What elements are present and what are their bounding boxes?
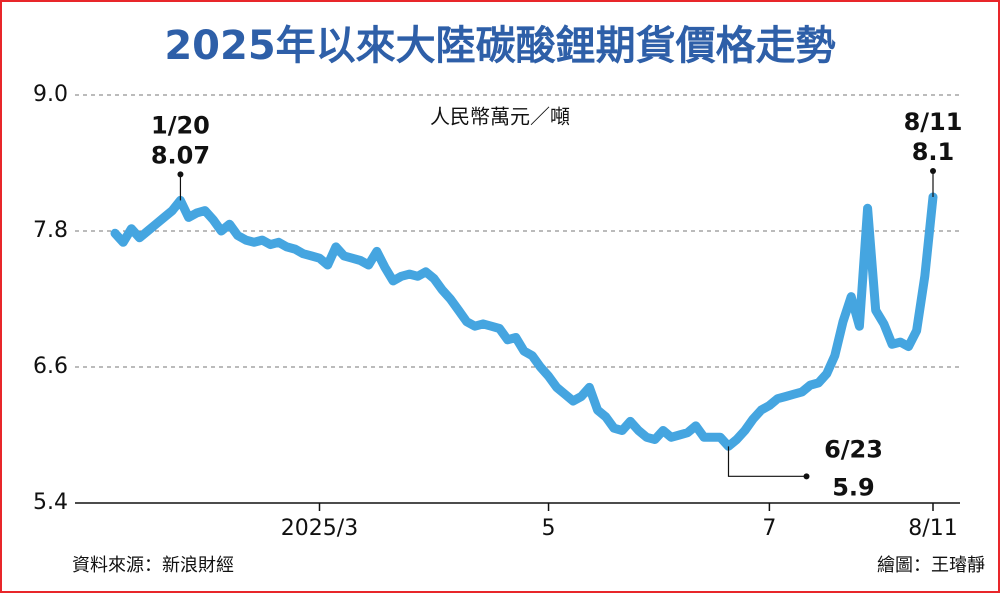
x-tick-label: 2025/3 (281, 516, 358, 541)
x-tick-label: 7 (762, 516, 776, 541)
y-tick-label: 9.0 (33, 82, 68, 107)
y-tick-label: 6.6 (33, 354, 68, 379)
leader-line (727, 446, 807, 477)
annotation-value: 8.1 (912, 138, 955, 166)
chart-title: 2025年以來大陸碳酸鋰期貨價格走勢 (164, 23, 835, 69)
price-line (110, 192, 938, 451)
annotation-date: 6/23 (824, 435, 883, 463)
x-tick-label: 5 (542, 516, 556, 541)
credit: 繪圖：王璿靜 (877, 555, 985, 576)
x-tick-label: 8/11 (908, 516, 957, 541)
annotation-date: 1/20 (151, 111, 210, 139)
unit-label: 人民幣萬元／噸 (430, 105, 570, 129)
annotation-date: 8/11 (904, 108, 963, 136)
leader-dot (930, 168, 936, 174)
annotation-value: 8.07 (151, 141, 210, 169)
y-tick-label: 7.8 (33, 218, 68, 243)
source: 資料來源：新浪財經 (72, 555, 234, 576)
annotation-value: 5.9 (832, 473, 875, 501)
y-tick-label: 5.4 (33, 490, 68, 515)
leader-dot (803, 473, 810, 480)
leader-dot (177, 171, 184, 178)
